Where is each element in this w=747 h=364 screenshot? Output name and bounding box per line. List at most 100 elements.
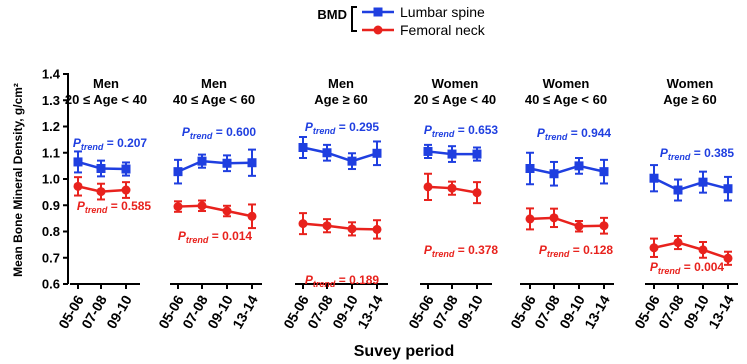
legend-lumbar-label: Lumbar spine bbox=[400, 4, 485, 20]
series-femoral-neck: Ptrend = 0.004 bbox=[649, 234, 733, 276]
y-tick-label: 0.8 bbox=[42, 224, 60, 239]
x-tick-label: 09-10 bbox=[103, 292, 135, 331]
data-point bbox=[347, 156, 357, 166]
p-trend-label: Ptrend = 0.004 bbox=[650, 260, 725, 276]
panel-title-line2: Age ≥ 60 bbox=[314, 92, 367, 107]
x-tick-label: 13-14 bbox=[229, 292, 261, 331]
y-tick-label: 0.7 bbox=[42, 250, 60, 265]
p-trend-label: Ptrend = 0.378 bbox=[424, 243, 499, 259]
panel-title-line2: 40 ≤ Age < 60 bbox=[525, 92, 607, 107]
data-point bbox=[673, 185, 683, 195]
series-femoral-neck: Ptrend = 0.189 bbox=[298, 212, 382, 289]
data-point bbox=[525, 164, 535, 173]
data-point bbox=[247, 211, 257, 221]
panel-title-line2: 40 ≤ Age < 60 bbox=[173, 92, 255, 107]
panel-title-line1: Women bbox=[667, 76, 714, 91]
data-point bbox=[173, 202, 183, 212]
data-point bbox=[322, 221, 332, 231]
data-point bbox=[298, 143, 308, 152]
y-tick-label: 1.1 bbox=[42, 145, 60, 160]
legend-femoral-label: Femoral neck bbox=[400, 22, 486, 38]
data-point bbox=[574, 161, 584, 171]
x-tick-label: 09-10 bbox=[454, 292, 486, 331]
y-tick-label: 0.6 bbox=[42, 277, 60, 292]
p-trend-label: Ptrend = 0.128 bbox=[539, 243, 614, 259]
data-point bbox=[649, 173, 659, 183]
data-point bbox=[173, 167, 183, 177]
series-lumbar-spine: Ptrend = 0.295 bbox=[298, 120, 382, 171]
data-point bbox=[322, 148, 332, 158]
series-femoral-neck: Ptrend = 0.585 bbox=[73, 176, 152, 215]
x-tick-label: 13-14 bbox=[705, 292, 737, 331]
data-point bbox=[574, 221, 584, 231]
data-point bbox=[723, 184, 733, 194]
series-lumbar-spine: Ptrend = 0.207 bbox=[73, 136, 148, 178]
series-femoral-neck: Ptrend = 0.378 bbox=[423, 172, 499, 259]
panel-title-line1: Men bbox=[201, 76, 227, 91]
y-tick-label: 1.3 bbox=[42, 93, 60, 108]
series-lumbar-spine: Ptrend = 0.600 bbox=[173, 125, 257, 185]
data-point bbox=[197, 201, 207, 211]
y-tick-label: 0.9 bbox=[42, 198, 60, 213]
data-point bbox=[347, 224, 357, 234]
data-point bbox=[472, 149, 482, 159]
data-point bbox=[549, 213, 559, 223]
y-tick-label: 1.2 bbox=[42, 119, 60, 134]
data-point bbox=[372, 148, 382, 158]
p-trend-label: Ptrend = 0.653 bbox=[424, 123, 499, 139]
p-trend-label: Ptrend = 0.014 bbox=[178, 229, 253, 245]
data-point bbox=[73, 157, 83, 167]
data-point bbox=[649, 243, 659, 253]
legend-entry-femoral: Femoral neck bbox=[362, 22, 486, 38]
data-point bbox=[96, 187, 106, 197]
data-point bbox=[222, 206, 232, 216]
series-line bbox=[177, 159, 253, 173]
series-line bbox=[529, 216, 605, 228]
series-line bbox=[653, 241, 729, 260]
data-point bbox=[372, 224, 382, 234]
panel-title-line1: Women bbox=[543, 76, 590, 91]
data-point bbox=[723, 253, 733, 263]
data-point bbox=[599, 221, 609, 231]
series-femoral-neck: Ptrend = 0.014 bbox=[173, 199, 257, 245]
data-point bbox=[698, 177, 708, 187]
data-point bbox=[447, 183, 457, 193]
panel-title-line1: Men bbox=[328, 76, 354, 91]
p-trend-label: Ptrend = 0.295 bbox=[305, 120, 380, 136]
y-tick-label: 1.4 bbox=[42, 67, 61, 82]
data-point bbox=[525, 214, 535, 224]
data-point bbox=[96, 164, 106, 173]
data-point bbox=[698, 245, 708, 255]
p-trend-label: Ptrend = 0.385 bbox=[660, 146, 735, 162]
series-lumbar-spine: Ptrend = 0.385 bbox=[649, 146, 735, 202]
data-point bbox=[247, 158, 257, 168]
legend-femoral-marker bbox=[373, 25, 383, 35]
panel-title-line1: Women bbox=[432, 76, 479, 91]
series-line bbox=[302, 146, 378, 163]
data-point bbox=[222, 158, 232, 168]
p-trend-label: Ptrend = 0.585 bbox=[77, 199, 152, 215]
legend-bracket bbox=[351, 6, 357, 32]
panel-title-line1: Men bbox=[93, 76, 119, 91]
data-point bbox=[472, 188, 482, 198]
series-line bbox=[653, 177, 729, 192]
y-tick-label: 1.0 bbox=[42, 172, 60, 187]
legend-entry-lumbar: Lumbar spine bbox=[362, 4, 485, 20]
panel-title-line2: Age ≥ 60 bbox=[663, 92, 716, 107]
p-trend-label: Ptrend = 0.189 bbox=[305, 273, 380, 289]
x-axis-title: Suvey period bbox=[354, 343, 454, 360]
series-line bbox=[302, 222, 378, 231]
p-trend-label: Ptrend = 0.207 bbox=[73, 136, 148, 152]
x-tick-label: 13-14 bbox=[354, 292, 386, 331]
data-point bbox=[599, 167, 609, 177]
panel-title-line2: 20 ≤ Age < 40 bbox=[65, 92, 147, 107]
y-axis-title: Mean Bone Mineral Density, g/cm² bbox=[11, 83, 25, 277]
data-point bbox=[423, 146, 433, 156]
